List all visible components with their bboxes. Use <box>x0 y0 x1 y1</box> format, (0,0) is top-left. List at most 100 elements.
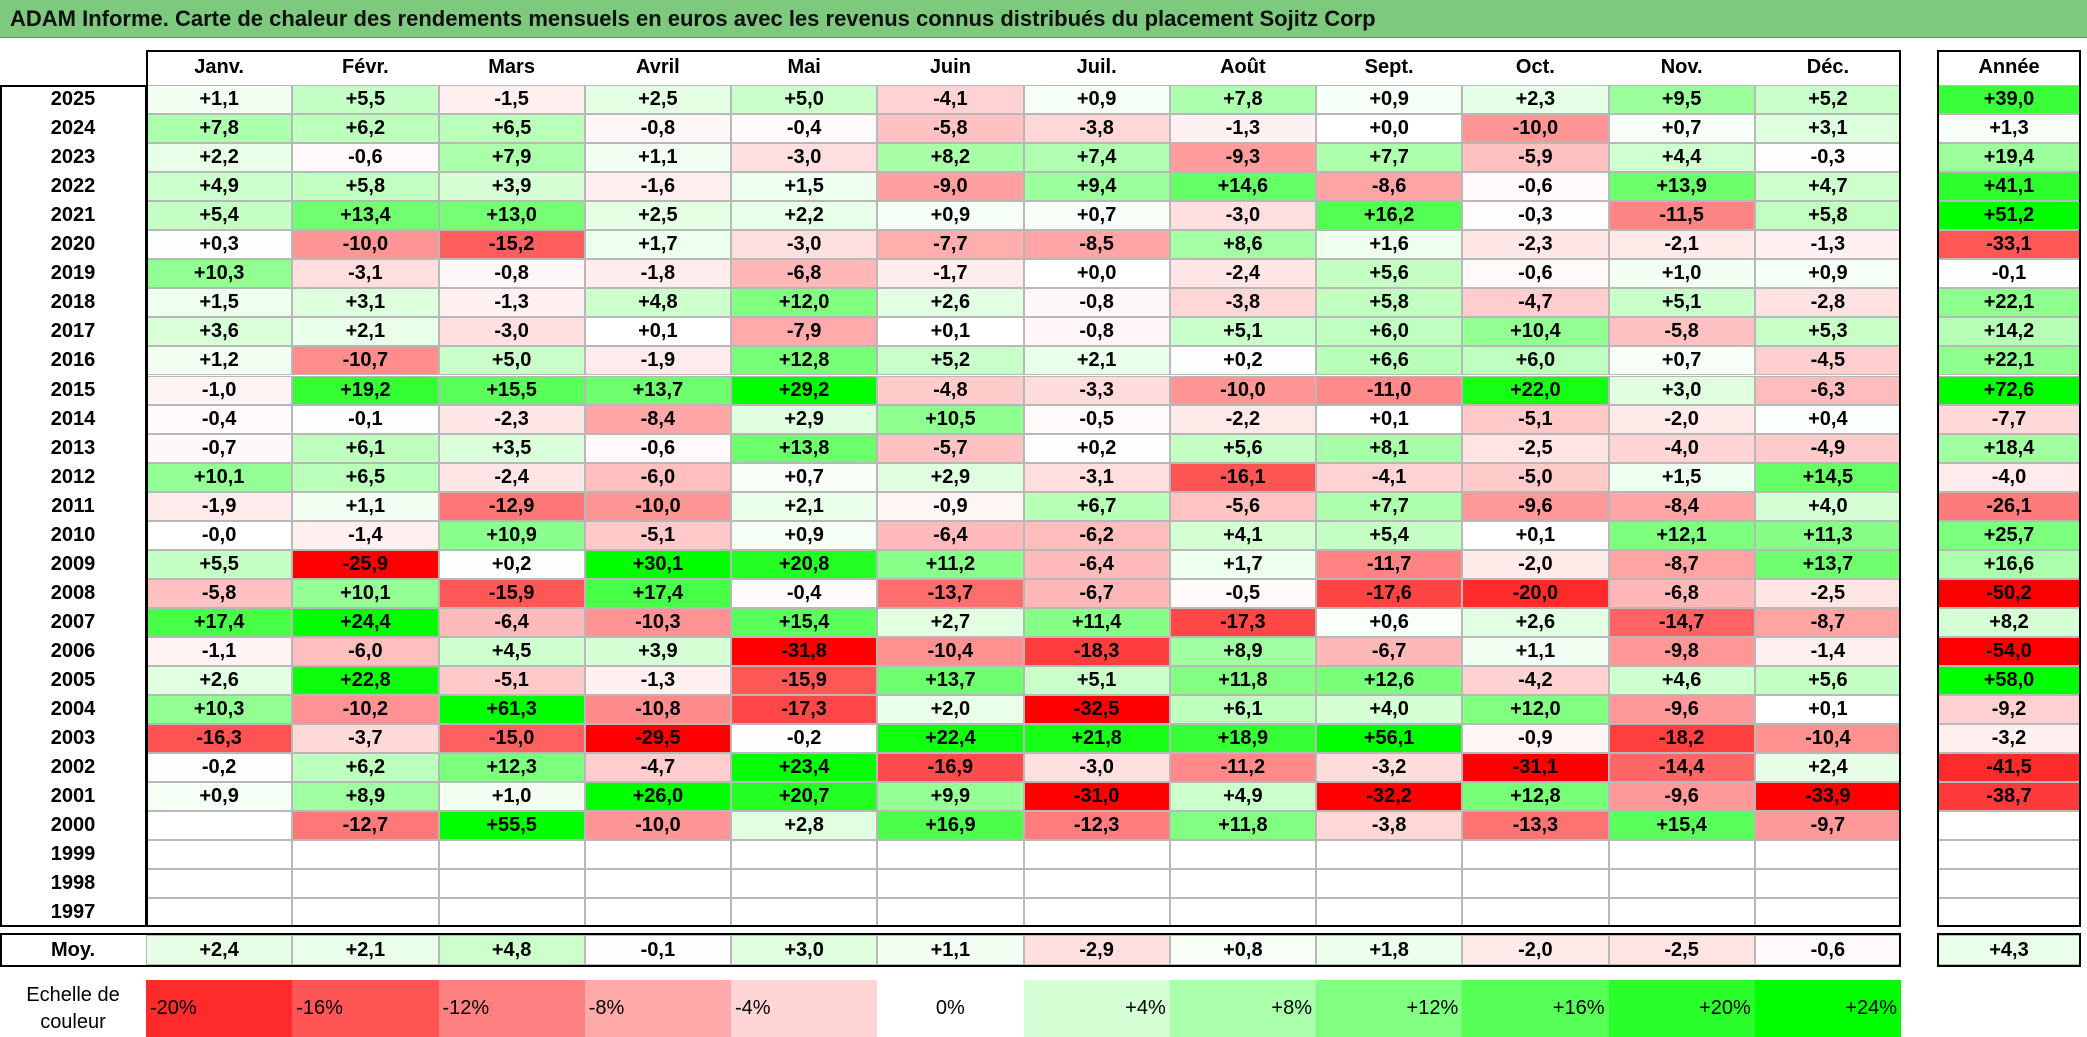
heatmap-cell: +29,2 <box>731 375 878 405</box>
heatmap-cell <box>1462 840 1609 870</box>
heatmap-cell: -0,0 <box>146 520 293 550</box>
heatmap-cell: -5,1 <box>1462 404 1609 434</box>
heatmap-cell: +0,1 <box>877 317 1024 347</box>
heatmap-cell: -3,1 <box>292 259 439 289</box>
heatmap-cell: +6,2 <box>292 753 439 783</box>
color-scale-step: -8% <box>584 980 731 1037</box>
heatmap-cell: +2,4 <box>1754 753 1901 783</box>
heatmap-cell: -10,0 <box>1169 375 1316 405</box>
month-header: Août <box>1220 56 1266 78</box>
heatmap-cell: +13,9 <box>1608 172 1755 202</box>
annual-cell: -9,2 <box>1937 695 2081 725</box>
heatmap-cell <box>731 898 878 928</box>
heatmap-cell: +2,0 <box>877 695 1024 725</box>
heatmap-cell: +13,7 <box>584 375 731 405</box>
heatmap-cell: +5,3 <box>1754 317 1901 347</box>
heatmap-cell: -0,4 <box>731 114 878 144</box>
heatmap-cell: +3,6 <box>146 317 293 347</box>
heatmap-cell: -0,9 <box>1462 724 1609 754</box>
heatmap-cell: -16,1 <box>1169 462 1316 492</box>
heatmap-cell: -9,7 <box>1754 811 1901 841</box>
heatmap-cell: -2,3 <box>1462 230 1609 260</box>
heatmap-cell: +14,5 <box>1754 462 1901 492</box>
color-scale-step: -12% <box>438 980 585 1037</box>
heatmap-cell: -6,0 <box>292 636 439 666</box>
heatmap-cell: -9,0 <box>877 172 1024 202</box>
heatmap-cell: -1,9 <box>146 491 293 521</box>
year-label: 2006 <box>50 639 96 662</box>
heatmap-cell: -1,8 <box>584 259 731 289</box>
heatmap-cell: -2,0 <box>1462 549 1609 579</box>
heatmap-cell: +0,1 <box>584 317 731 347</box>
heatmap-cell <box>146 811 293 841</box>
heatmap-cell <box>438 840 585 870</box>
heatmap-cell: +3,1 <box>292 288 439 318</box>
heatmap-cell: -5,7 <box>877 433 1024 463</box>
heatmap-cell: +5,4 <box>1316 520 1463 550</box>
heatmap-cell: +8,2 <box>877 143 1024 173</box>
heatmap-cell: +3,9 <box>584 636 731 666</box>
heatmap-cell: +19,2 <box>292 375 439 405</box>
heatmap-cell: -2,4 <box>438 462 585 492</box>
heatmap-cell: -31,0 <box>1023 782 1170 812</box>
heatmap-cell: +8,9 <box>292 782 439 812</box>
year-label: 2020 <box>50 233 96 256</box>
heatmap-cell: -11,2 <box>1169 753 1316 783</box>
heatmap-cell: +20,7 <box>731 782 878 812</box>
annual-cell <box>1937 898 2081 928</box>
heatmap-cell: +10,4 <box>1462 317 1609 347</box>
annual-cell: +41,1 <box>1937 172 2081 202</box>
heatmap-cell: +16,2 <box>1316 201 1463 231</box>
heatmap-cell <box>731 840 878 870</box>
heatmap-cell: +5,2 <box>1754 85 1901 115</box>
heatmap-cell: -10,8 <box>584 695 731 725</box>
heatmap-cell: -14,7 <box>1608 607 1755 637</box>
heatmap-cell: -6,0 <box>584 462 731 492</box>
heatmap-cell: +4,1 <box>1169 520 1316 550</box>
heatmap-cell: -4,9 <box>1754 433 1901 463</box>
heatmap-cell: +0,9 <box>1023 85 1170 115</box>
annual-cell: +16,6 <box>1937 549 2081 579</box>
heatmap-cell: -12,7 <box>292 811 439 841</box>
heatmap-cell: -4,5 <box>1754 346 1901 376</box>
heatmap-cell: +5,8 <box>292 172 439 202</box>
annual-cell: -0,1 <box>1937 259 2081 289</box>
heatmap-cell: +11,2 <box>877 549 1024 579</box>
heatmap-cell <box>292 869 439 899</box>
heatmap-cell: -1,5 <box>438 85 585 115</box>
heatmap-cell: +11,3 <box>1754 520 1901 550</box>
heatmap-cell <box>731 869 878 899</box>
heatmap-cell: +12,6 <box>1316 666 1463 696</box>
heatmap-cell: +0,1 <box>1316 404 1463 434</box>
heatmap-cell: +12,0 <box>1462 695 1609 725</box>
year-label: 2021 <box>50 204 96 227</box>
heatmap-cell: +9,5 <box>1608 85 1755 115</box>
heatmap-cell: -0,5 <box>1169 578 1316 608</box>
heatmap-cell: -1,3 <box>1169 114 1316 144</box>
month-header: Juin <box>929 56 971 78</box>
heatmap-cell: +1,6 <box>1316 230 1463 260</box>
year-label: 2013 <box>50 436 96 459</box>
color-scale-step: +24% <box>1754 980 1901 1037</box>
annual-cell: +18,4 <box>1937 433 2081 463</box>
heatmap-cell: -1,3 <box>584 666 731 696</box>
heatmap-cell: -4,0 <box>1608 433 1755 463</box>
annual-cell <box>1937 811 2081 841</box>
heatmap-cell: +3,9 <box>438 172 585 202</box>
heatmap-cell: +4,7 <box>1754 172 1901 202</box>
month-header: Nov. <box>1660 56 1703 78</box>
heatmap-cell: +4,5 <box>438 636 585 666</box>
year-label: 2011 <box>51 494 95 517</box>
heatmap-cell: -2,4 <box>1169 259 1316 289</box>
heatmap-cell: +15,4 <box>1608 811 1755 841</box>
heatmap-cell: +10,3 <box>146 695 293 725</box>
heatmap-cell: -4,1 <box>1316 462 1463 492</box>
annual-cell <box>1937 869 2081 899</box>
heatmap-cell: -1,7 <box>877 259 1024 289</box>
color-scale-step: 0% <box>877 980 1024 1037</box>
heatmap-cell: +11,8 <box>1169 666 1316 696</box>
year-label: 2001 <box>50 785 96 808</box>
heatmap-cell: -11,0 <box>1316 375 1463 405</box>
heatmap-cell: -3,0 <box>438 317 585 347</box>
heatmap-cell: +12,8 <box>731 346 878 376</box>
